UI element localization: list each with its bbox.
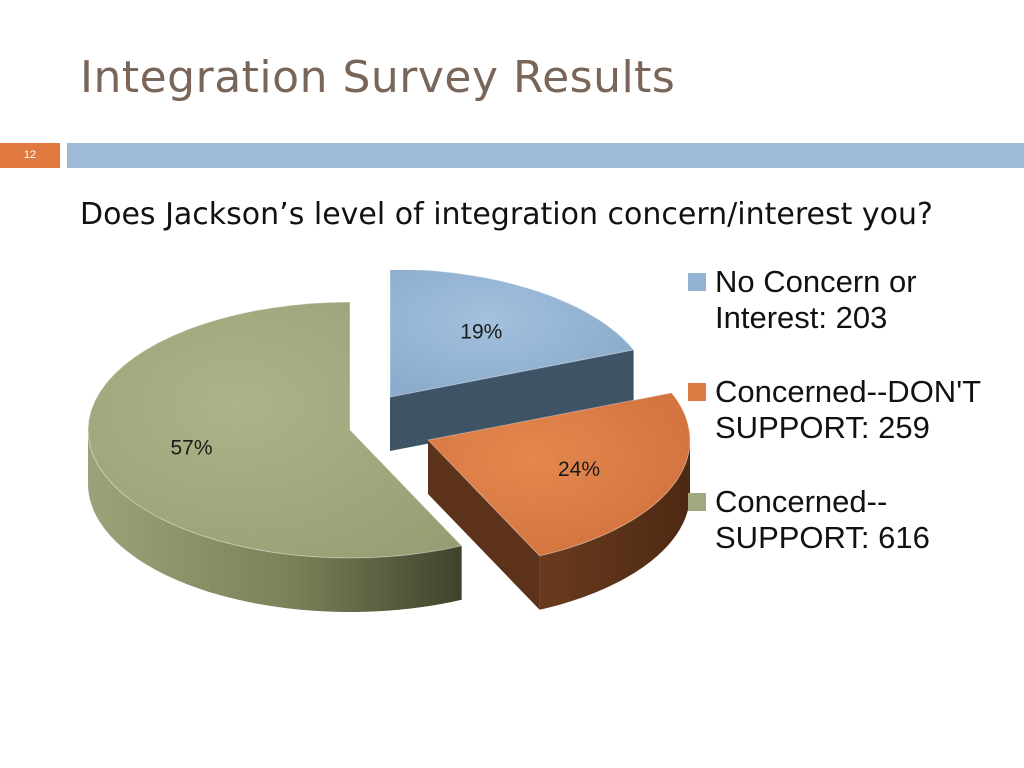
pie-data-label: 24% — [558, 458, 600, 481]
survey-question: Does Jackson’s level of integration conc… — [80, 197, 933, 232]
pie-slice-side — [539, 440, 690, 610]
legend-swatch — [688, 493, 706, 511]
legend-item-no-concern: No Concern or Interest: 203 — [688, 264, 1018, 336]
slide-number: 12 — [0, 143, 60, 168]
legend-swatch — [688, 383, 706, 401]
pie-slice-no-concern-or-interest — [389, 270, 635, 398]
legend-label: No Concern or Interest: 203 — [715, 264, 917, 335]
header-bar — [67, 143, 1024, 168]
chart-legend: No Concern or Interest: 203 Concerned--D… — [688, 264, 1018, 556]
pie-slice-side — [88, 430, 462, 612]
pie-slice-concerned-support — [87, 301, 463, 559]
legend-swatch — [688, 273, 706, 291]
legend-item-support: Concerned--SUPPORT: 616 — [688, 484, 1018, 556]
legend-label: Concerned--DON'T SUPPORT: 259 — [715, 374, 981, 445]
legend-label: Concerned--SUPPORT: 616 — [715, 484, 930, 555]
pie-chart: 19% 24% 57% — [87, 270, 690, 612]
pie-data-label: 57% — [170, 436, 212, 459]
pie-data-label: 19% — [460, 320, 502, 343]
slide-title: Integration Survey Results — [80, 52, 676, 103]
legend-item-dont-support: Concerned--DON'T SUPPORT: 259 — [688, 374, 1018, 446]
pie-slice-concerned-don-t-support — [427, 392, 690, 557]
pie-slice-edge — [390, 349, 634, 451]
